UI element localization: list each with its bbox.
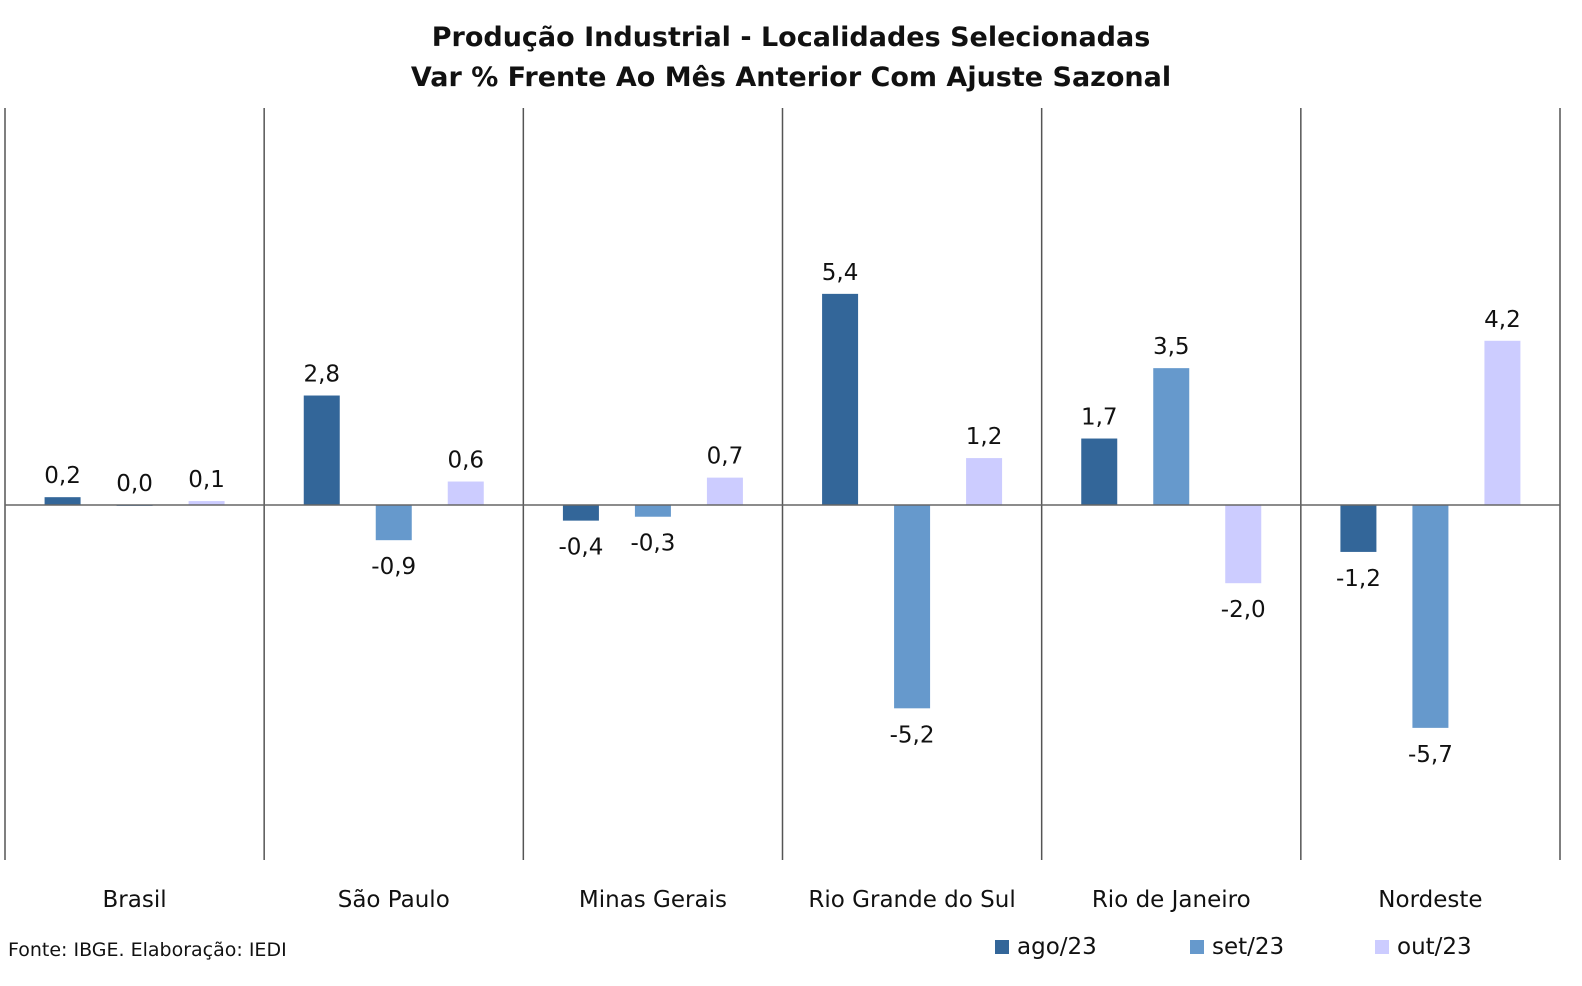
data-label: 2,8 [303, 362, 340, 388]
bar [303, 395, 340, 505]
bar [966, 458, 1003, 505]
source-note: Fonte: IBGE. Elaboração: IEDI [8, 939, 287, 961]
bar [822, 293, 859, 505]
bar [894, 505, 931, 709]
legend-item: set/23 [1190, 934, 1284, 960]
category-label: Brasil [103, 887, 167, 913]
legend: ago/23 set/23 out/23 [995, 934, 1555, 968]
data-label: -1,2 [1336, 566, 1381, 592]
data-label: 1,7 [1081, 405, 1118, 431]
data-label: -0,3 [630, 531, 675, 557]
category-label: Rio de Janeiro [1092, 887, 1251, 913]
chart-title-line1: Produção Industrial - Localidades Seleci… [431, 22, 1151, 53]
data-label: 0,1 [188, 467, 225, 493]
bar [562, 505, 599, 521]
data-label: 0,0 [116, 471, 153, 497]
chart-title: Produção Industrial - Localidades Seleci… [0, 18, 1582, 98]
bar [634, 505, 671, 517]
legend-item: out/23 [1375, 934, 1472, 960]
bar [1153, 368, 1190, 505]
bar [1484, 340, 1521, 505]
data-label: 3,5 [1153, 334, 1190, 360]
data-label: -0,9 [371, 554, 416, 580]
bar [44, 497, 81, 505]
data-label: 0,6 [447, 448, 484, 474]
data-label: 0,7 [707, 444, 744, 470]
bar [1412, 505, 1449, 728]
bar [1081, 438, 1118, 505]
data-label: -2,0 [1221, 597, 1266, 623]
bar [447, 481, 484, 505]
data-label: -5,2 [890, 722, 935, 748]
category-label: São Paulo [338, 887, 450, 913]
data-label: 1,2 [966, 424, 1003, 450]
category-label: Minas Gerais [579, 887, 727, 913]
bar [188, 501, 225, 505]
bar [1340, 505, 1377, 552]
data-label: 0,2 [44, 463, 81, 489]
legend-label: out/23 [1397, 934, 1472, 960]
data-label: 5,4 [822, 260, 859, 286]
legend-label: set/23 [1212, 934, 1285, 960]
legend-swatch [995, 940, 1009, 954]
legend-item: ago/23 [995, 934, 1097, 960]
legend-swatch [1375, 940, 1389, 954]
chart-subtitle: Var % Frente Ao Mês Anterior Com Ajuste … [410, 62, 1172, 93]
category-label: Rio Grande do Sul [808, 887, 1015, 913]
bar [1225, 505, 1262, 584]
bar [706, 477, 743, 505]
data-label: -0,4 [558, 535, 603, 561]
legend-swatch [1190, 940, 1204, 954]
bar [375, 505, 412, 541]
legend-label: ago/23 [1017, 934, 1097, 960]
data-label: -5,7 [1408, 742, 1453, 768]
data-label: 4,2 [1484, 307, 1521, 333]
category-label: Nordeste [1378, 887, 1482, 913]
